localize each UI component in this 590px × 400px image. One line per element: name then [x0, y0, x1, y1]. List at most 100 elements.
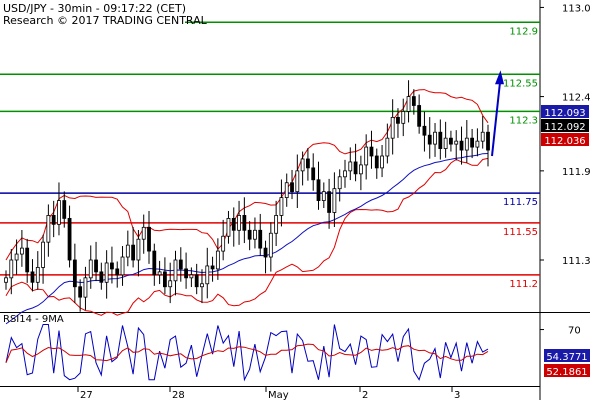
candle — [406, 80, 411, 123]
candle — [237, 200, 241, 245]
candle-body — [374, 155, 379, 169]
candle — [189, 267, 194, 288]
projection-arrow — [491, 70, 504, 157]
candle — [242, 197, 247, 244]
rsi-tag-red: 52.1861 — [544, 364, 590, 378]
candle — [115, 261, 120, 288]
candle — [25, 238, 30, 283]
candle — [480, 115, 485, 149]
candle — [104, 250, 109, 299]
chart-header-copyright: Research © 2017 TRADING CENTRAL — [3, 14, 207, 27]
candle — [163, 257, 167, 295]
rsi-tag-label: 54.3771 — [546, 352, 587, 363]
candles — [4, 80, 490, 312]
candle — [311, 153, 316, 191]
candle-body — [475, 140, 480, 148]
candle — [125, 230, 130, 267]
price-tick-label: 111.9 — [562, 167, 590, 178]
candle-body — [231, 217, 236, 231]
candle — [51, 200, 56, 238]
candle — [475, 128, 480, 157]
price-axis: 113.0 112.4 111.9 111.3 — [540, 3, 590, 267]
candle-body — [300, 158, 305, 172]
candle-body — [258, 229, 263, 249]
rsi-tick-label: 70 — [568, 326, 581, 337]
candle-body — [306, 158, 310, 169]
price-tag-red: 112.036 — [541, 133, 589, 147]
candle — [210, 256, 215, 282]
candle-body — [385, 137, 390, 157]
candle — [433, 123, 437, 157]
candle — [459, 126, 464, 165]
arrow-shaft — [491, 82, 501, 157]
candle — [4, 270, 8, 290]
candle-body — [321, 191, 326, 201]
candle-body — [390, 116, 395, 139]
candle-body — [242, 215, 247, 231]
candle — [147, 210, 151, 264]
candle — [417, 94, 422, 134]
candle — [62, 191, 67, 228]
candle — [374, 148, 379, 179]
candle — [152, 243, 157, 286]
candle — [78, 279, 83, 312]
candle — [284, 173, 289, 207]
price-tick-label: 111.3 — [562, 256, 590, 267]
price-tag-label: 112.092 — [544, 122, 585, 133]
candle — [131, 227, 136, 268]
level-label: 111.55 — [503, 227, 538, 238]
candle-body — [327, 191, 331, 213]
candle-body — [46, 215, 51, 243]
candle-body — [464, 137, 469, 151]
candle — [258, 213, 263, 256]
level-label: 112.9 — [509, 26, 538, 37]
candle-body — [459, 140, 464, 151]
candle — [157, 260, 162, 285]
candle — [253, 217, 257, 249]
candle-body — [337, 176, 342, 190]
candle — [263, 240, 268, 274]
candle — [136, 229, 141, 277]
candle-body — [94, 259, 98, 273]
candle-body — [263, 247, 268, 258]
candle — [41, 234, 45, 284]
candle — [327, 178, 331, 229]
candle-body — [486, 131, 490, 151]
candle — [247, 221, 252, 251]
candle — [401, 98, 406, 137]
candle — [221, 219, 226, 261]
candle-body — [438, 131, 443, 149]
candle-body — [369, 146, 374, 157]
candle-body — [253, 229, 257, 240]
candle — [120, 246, 125, 286]
candle — [46, 204, 51, 257]
candle — [464, 120, 469, 163]
candle-body — [470, 137, 475, 148]
candle-body — [343, 170, 347, 178]
candle — [178, 247, 183, 282]
candle-body — [205, 265, 210, 285]
candle — [110, 246, 114, 284]
chart-header-instrument: USD/JPY - 30min - 09:17:22 (CET) — [3, 2, 187, 15]
candle — [94, 241, 98, 282]
candle — [486, 124, 490, 167]
price-tag-label: 112.036 — [544, 136, 585, 147]
candle — [343, 159, 347, 188]
candle — [268, 222, 273, 272]
price-tag-label: 112.093 — [544, 108, 585, 119]
candle — [390, 99, 395, 155]
candle-body — [115, 268, 120, 276]
candle-body — [88, 259, 93, 279]
level-label: 112.3 — [509, 115, 538, 126]
level-label: 112.55 — [503, 78, 538, 89]
candle — [19, 229, 24, 267]
candle-body — [237, 215, 241, 231]
time-axis: 27 28 May 2 3 — [77, 386, 460, 400]
price-tags: 112.093 112.092 112.036 — [541, 105, 589, 147]
candle-body — [396, 116, 400, 124]
candle-body — [51, 215, 56, 225]
level-label: 111.75 — [503, 197, 538, 208]
rsi-tag-blue: 54.3771 — [544, 349, 590, 363]
candle-body — [427, 134, 432, 145]
